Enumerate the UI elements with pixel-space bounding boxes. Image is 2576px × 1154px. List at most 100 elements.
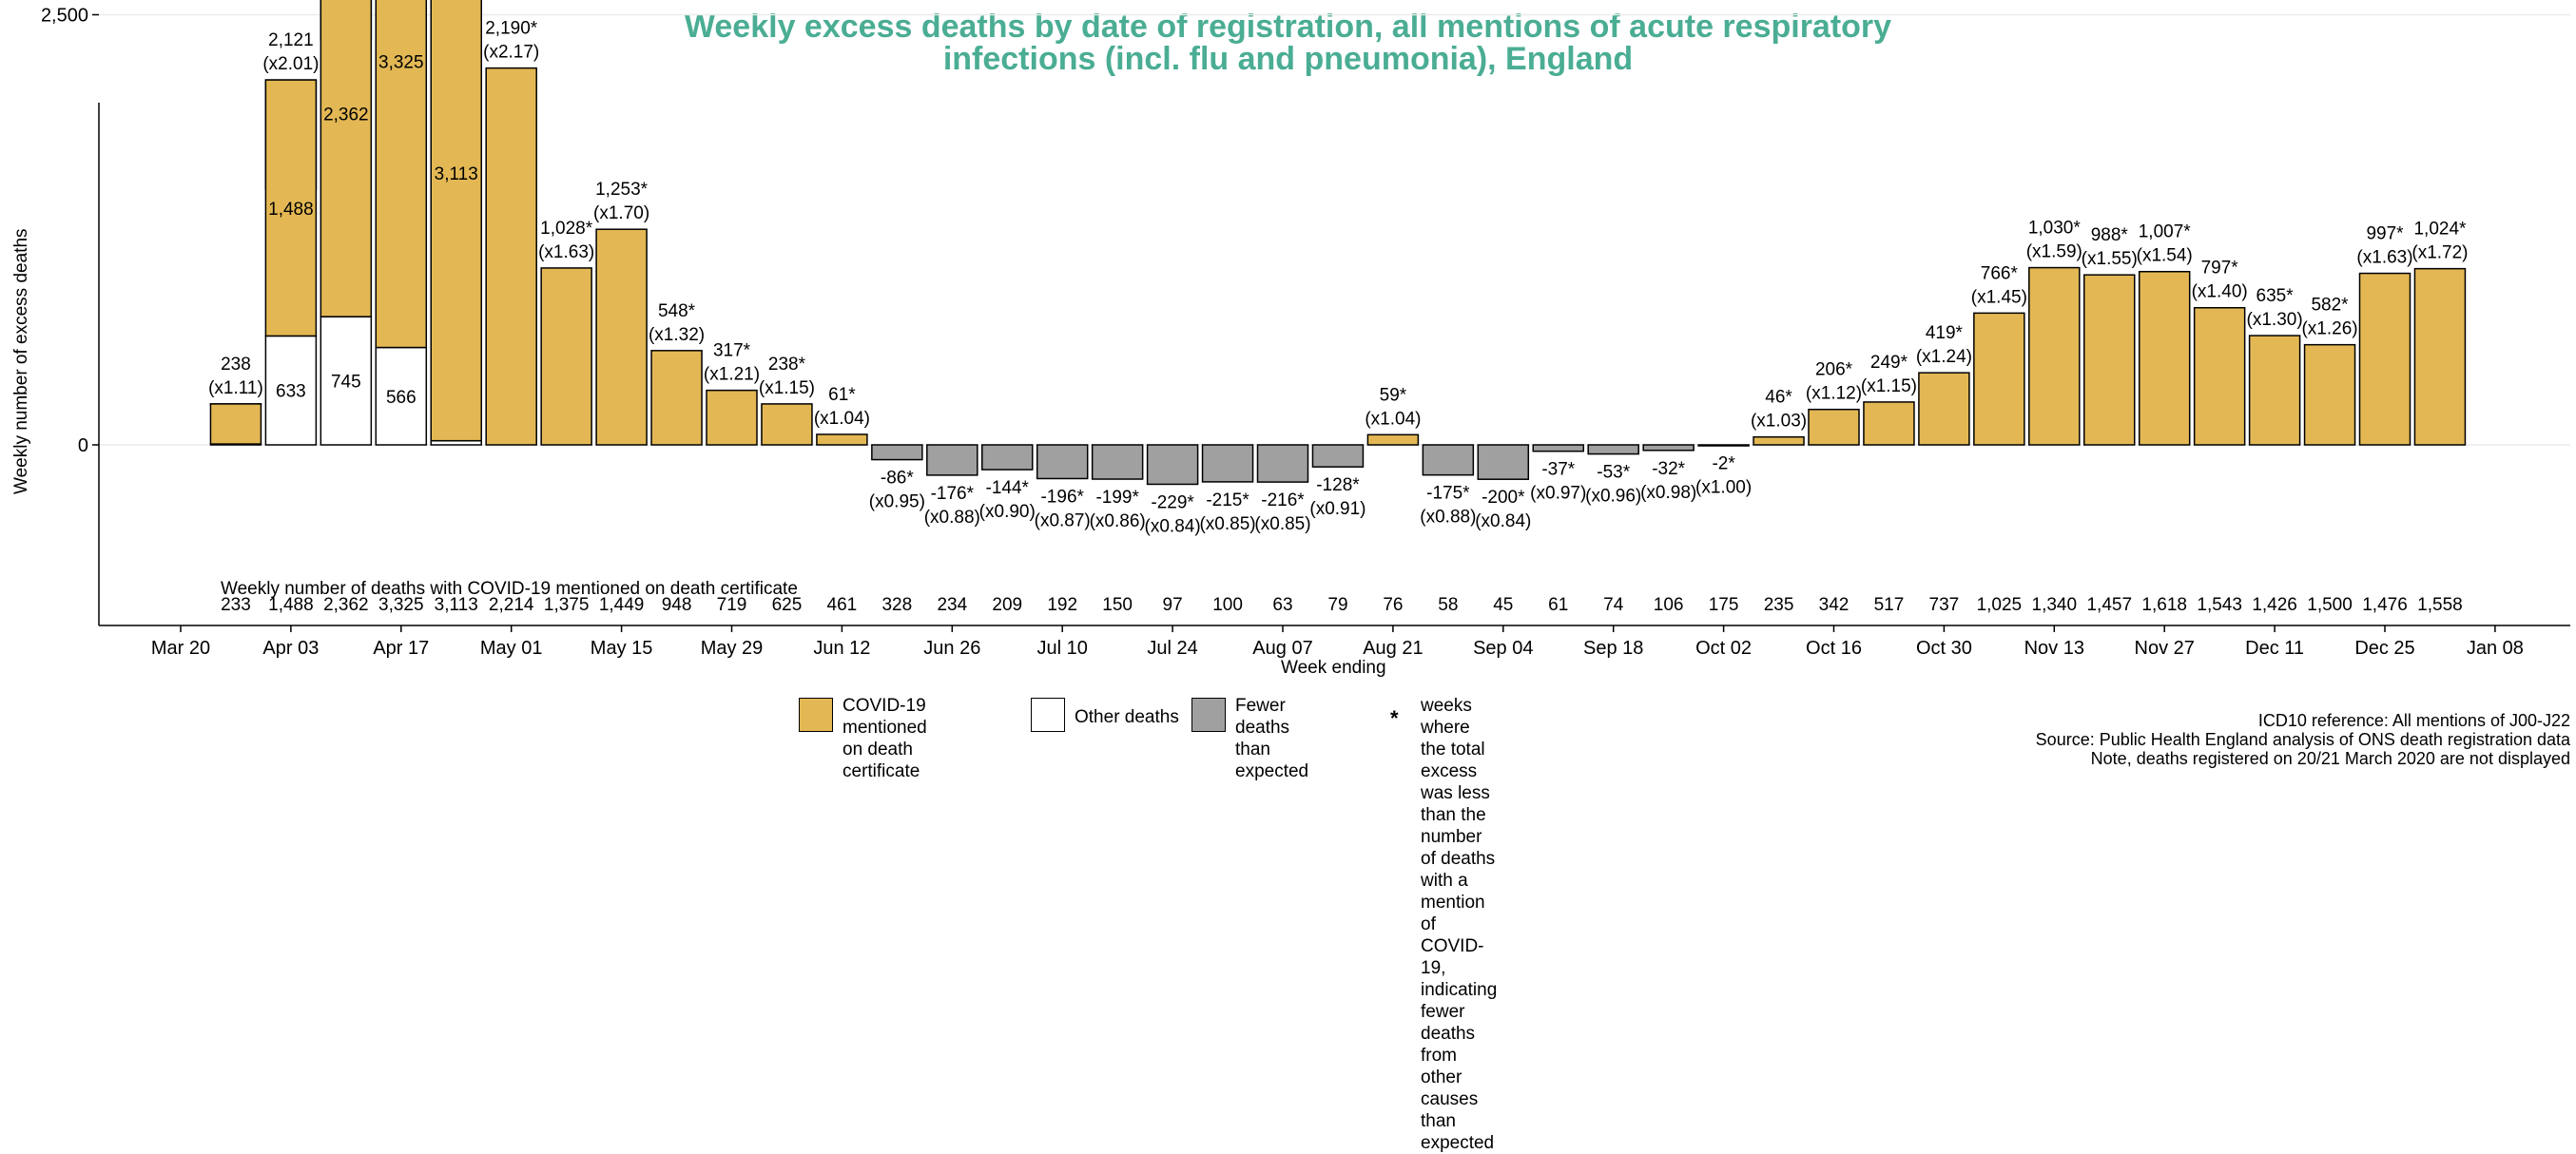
y-axis-label: Weekly number of excess deaths: [11, 228, 31, 494]
bar-covid: [761, 403, 813, 446]
x-tick-label: Oct 02: [1695, 638, 1752, 659]
bar-ratio-label: (x0.90): [979, 502, 1036, 522]
bar-inner-covid-label: 2,362: [323, 105, 369, 125]
bar-value-label: 249*: [1870, 353, 1908, 373]
covid-count-label: 1,476: [2362, 595, 2408, 615]
covid-count-label: 737: [1929, 595, 1960, 615]
bar-value-label: 1,024*: [2413, 220, 2467, 240]
bar-value-label: 1,030*: [2028, 219, 2082, 239]
bar-fewer: [1036, 444, 1089, 480]
covid-count-label: 175: [1709, 595, 1739, 615]
covid-count-label: 1,025: [1977, 595, 2023, 615]
bar-fewer: [981, 444, 1034, 471]
covid-count-label: 61: [1548, 595, 1568, 615]
bar-ratio-label: (x1.21): [704, 365, 760, 385]
bar-value-label: -216*: [1261, 490, 1305, 510]
covid-count-label: 1,500: [2307, 595, 2353, 615]
bar-ratio-label: (x1.03): [1751, 412, 1807, 432]
bar-inner-covid-label: 3,325: [378, 53, 424, 73]
bar-inner-other-label: 566: [386, 388, 416, 408]
bar-other: [320, 316, 373, 446]
bar-ratio-label: (x1.11): [208, 378, 263, 398]
bar-ratio-label: (x1.63): [538, 242, 594, 262]
bar-fewer: [1422, 444, 1475, 476]
bar-covid: [1918, 372, 1970, 446]
covid-count-label: 1,375: [544, 595, 590, 615]
bar-value-label: 61*: [828, 385, 856, 405]
bar-value-label: 317*: [713, 341, 751, 361]
covid-count-label: 234: [937, 595, 967, 615]
bar-covid: [706, 389, 758, 446]
bar-covid: [1973, 312, 2025, 446]
x-tick-label: Apr 17: [373, 638, 429, 659]
bar-fewer: [1587, 444, 1639, 455]
covid-count-label: 233: [221, 595, 251, 615]
covid-count-label: 74: [1603, 595, 1624, 615]
bar-ratio-label: (x1.70): [593, 203, 649, 223]
bar-ratio-label: (x1.00): [1695, 477, 1752, 497]
bar-covid: [595, 228, 648, 446]
bar-covid: [375, 0, 428, 349]
x-tick-label: Jun 12: [813, 638, 870, 659]
covid-count-label: 948: [662, 595, 692, 615]
bar-fewer: [926, 444, 978, 476]
covid-count-label: 3,113: [435, 595, 478, 615]
x-tick-label: Jul 24: [1147, 638, 1197, 659]
bar-ratio-label: (x1.59): [2026, 242, 2082, 262]
bar-fewer: [1256, 444, 1309, 483]
bar-ratio-label: (x1.55): [2082, 249, 2138, 269]
covid-count-label: 235: [1764, 595, 1794, 615]
bar-covid: [816, 433, 868, 446]
bar-value-label: -175*: [1426, 484, 1470, 504]
covid-count-label: 1,426: [2252, 595, 2297, 615]
bar-ratio-label: (x0.86): [1090, 511, 1146, 531]
bar-value-label: -200*: [1482, 488, 1525, 508]
bar-ratio-label: (x1.72): [2411, 243, 2468, 263]
bar-value-label: 46*: [1765, 388, 1792, 408]
bar-ratio-label: (x0.84): [1475, 511, 1531, 531]
covid-row-label: Weekly number of deaths with COVID-19 me…: [221, 579, 798, 599]
covid-count-label: 63: [1272, 595, 1292, 615]
bar-value-label: 206*: [1815, 360, 1853, 380]
bar-ratio-label: (x0.85): [1199, 514, 1255, 534]
bar-ratio-label: (x0.98): [1640, 483, 1696, 503]
bar-value-label: -215*: [1206, 490, 1249, 510]
bar-value-label: 548*: [658, 301, 696, 321]
bar-covid: [2138, 270, 2191, 446]
x-tick-label: Aug 07: [1252, 638, 1312, 659]
x-tick-label: May 01: [480, 638, 543, 659]
y-tick-label: 0: [78, 435, 88, 456]
x-tick-label: May 29: [701, 638, 764, 659]
bar-value-label: -196*: [1040, 487, 1084, 507]
bar-covid: [2193, 306, 2246, 446]
bar-covid: [209, 403, 262, 445]
x-tick-label: Jun 26: [923, 638, 980, 659]
bar-value-label: 419*: [1926, 323, 1964, 343]
covid-count-label: 97: [1163, 595, 1183, 615]
y-tick-label: 2,500: [41, 6, 88, 27]
bar-value-label: 59*: [1380, 385, 1407, 405]
covid-count-label: 192: [1047, 595, 1077, 615]
bar-value-label: 2,121: [268, 30, 314, 50]
bar-covid: [485, 67, 537, 446]
bar-value-label: 2,190*: [485, 19, 538, 39]
covid-count-label: 79: [1327, 595, 1347, 615]
legend-other-label: Other deaths: [1075, 707, 1179, 727]
bar-ratio-label: (x1.45): [1971, 287, 2027, 307]
bar-fewer: [1642, 444, 1695, 452]
bar-value-label: 1,007*: [2139, 222, 2192, 242]
covid-count-label: 625: [772, 595, 803, 615]
bar-value-label: -176*: [931, 484, 975, 504]
bar-value-label: -199*: [1095, 488, 1139, 508]
bar-ratio-label: (x0.91): [1309, 499, 1365, 519]
covid-count-label: 342: [1819, 595, 1850, 615]
bar-fewer: [1091, 444, 1144, 480]
legend-covid-swatch: [799, 698, 833, 732]
covid-count-label: 58: [1438, 595, 1458, 615]
bar-other: [264, 335, 318, 446]
legend-asterisk-note: weeks where the total excess was less th…: [1421, 696, 1498, 1153]
bar-ratio-label: (x1.12): [1806, 384, 1862, 404]
bar-value-label: 238: [221, 355, 251, 375]
bar-ratio-label: (x2.01): [262, 54, 319, 74]
